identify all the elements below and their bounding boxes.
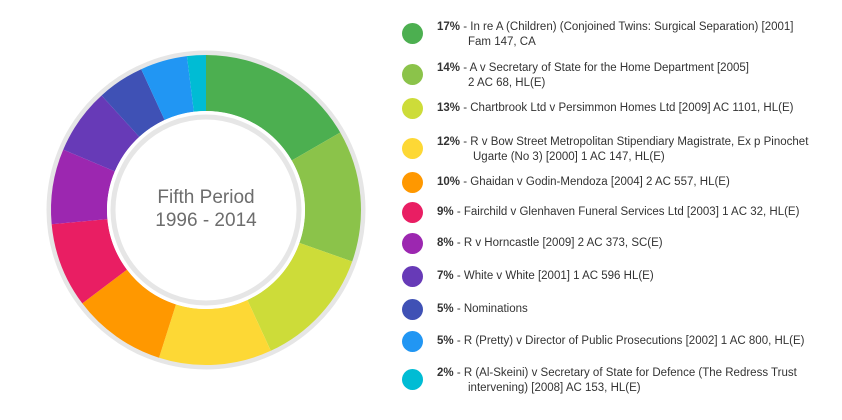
donut-chart: Fifth Period 1996 - 2014 — [46, 50, 366, 370]
legend-item: 5% - Nominations — [402, 299, 842, 320]
legend-citation: 2 AC 68, HL(E) — [468, 77, 546, 89]
donut-slice — [82, 269, 176, 358]
legend-item: 9% - Fairchild v Glenhaven Funeral Servi… — [402, 202, 842, 223]
legend-case-name: - Nominations — [453, 303, 528, 315]
donut-slice — [291, 132, 361, 262]
legend-case-name: - In re A (Children) (Conjoined Twins: S… — [460, 21, 794, 33]
legend-label: 2% - R (Al-Skeini) v Secretary of State … — [437, 366, 842, 381]
donut-slice — [247, 242, 353, 351]
legend-swatch — [402, 331, 423, 352]
legend-case-name: - Chartbrook Ltd v Persimmon Homes Ltd [… — [460, 102, 794, 114]
legend-item: 12% - R v Bow Street Metropolitan Stipen… — [402, 135, 842, 165]
legend-swatch — [402, 98, 423, 119]
donut-slice — [51, 219, 127, 304]
legend-case-name: - White v White [2001] 1 AC 596 HL(E) — [453, 270, 654, 282]
donut-slice — [206, 55, 341, 161]
legend-label: 9% - Fairchild v Glenhaven Funeral Servi… — [437, 205, 842, 220]
legend-case-name: - Fairchild v Glenhaven Funeral Services… — [453, 206, 800, 218]
inner-ring — [110, 114, 302, 306]
legend-item: 13% - Chartbrook Ltd v Persimmon Homes L… — [402, 98, 842, 119]
donut-slice — [186, 55, 206, 112]
legend-item: 7% - White v White [2001] 1 AC 596 HL(E) — [402, 266, 842, 287]
donut-slice — [101, 69, 165, 137]
outer-ring — [46, 50, 366, 370]
legend-item: 2% - R (Al-Skeini) v Secretary of State … — [402, 366, 842, 396]
donut-slice — [159, 299, 271, 365]
legend-percent: 17% — [437, 21, 461, 33]
legend-case-name: - A v Secretary of State for the Home De… — [460, 62, 749, 74]
legend-citation: intervening) [2008] AC 153, HL(E) — [468, 382, 641, 394]
center-title: Fifth Period — [157, 187, 254, 208]
legend-label: 8% - R v Horncastle [2009] 2 AC 373, SC(… — [437, 236, 842, 251]
legend-item: 10% - Ghaidan v Godin-Mendoza [2004] 2 A… — [402, 172, 842, 193]
donut-slices — [50, 55, 361, 365]
legend-percent: 5% — [437, 303, 454, 315]
legend-percent: 2% — [437, 367, 454, 379]
legend-case-name: - R (Pretty) v Director of Public Prosec… — [453, 335, 805, 347]
donut-slice — [141, 56, 194, 121]
donut-slice — [63, 95, 140, 172]
legend-label: 13% - Chartbrook Ltd v Persimmon Homes L… — [437, 101, 842, 116]
legend-label: 7% - White v White [2001] 1 AC 596 HL(E) — [437, 269, 842, 284]
legend-percent: 9% — [437, 206, 454, 218]
legend-swatch — [402, 64, 423, 85]
legend-swatch — [402, 23, 423, 44]
legend-label: 14% - A v Secretary of State for the Hom… — [437, 61, 842, 76]
legend-item: 14% - A v Secretary of State for the Hom… — [402, 61, 842, 91]
legend-percent: 8% — [437, 237, 454, 249]
legend-citation: Ugarte (No 3) [2000] 1 AC 147, HL(E) — [473, 151, 665, 163]
legend-percent: 10% — [437, 176, 461, 188]
legend-swatch — [402, 138, 423, 159]
legend-case-name: - R (Al-Skeini) v Secretary of State for… — [453, 367, 797, 379]
legend-swatch — [402, 202, 423, 223]
legend-percent: 14% — [437, 62, 461, 74]
legend-item: 17% - In re A (Children) (Conjoined Twin… — [402, 20, 842, 50]
legend-swatch — [402, 299, 423, 320]
legend-label: 5% - R (Pretty) v Director of Public Pro… — [437, 334, 842, 349]
legend-item: 5% - R (Pretty) v Director of Public Pro… — [402, 331, 842, 352]
legend-swatch — [402, 369, 423, 390]
legend-label: 5% - Nominations — [437, 302, 842, 317]
legend-case-name: - Ghaidan v Godin-Mendoza [2004] 2 AC 55… — [460, 176, 730, 188]
donut-slice — [50, 149, 115, 225]
legend-label: 10% - Ghaidan v Godin-Mendoza [2004] 2 A… — [437, 175, 842, 190]
center-subtitle: 1996 - 2014 — [155, 210, 257, 231]
legend-percent: 7% — [437, 270, 454, 282]
legend-case-name: - R v Horncastle [2009] 2 AC 373, SC(E) — [453, 237, 663, 249]
legend-swatch — [402, 172, 423, 193]
legend-percent: 5% — [437, 335, 454, 347]
legend-swatch — [402, 266, 423, 287]
legend-citation: Fam 147, CA — [468, 36, 536, 48]
legend-percent: 13% — [437, 102, 461, 114]
legend-case-name: - R v Bow Street Metropolitan Stipendiar… — [460, 136, 809, 148]
legend-item: 8% - R v Horncastle [2009] 2 AC 373, SC(… — [402, 233, 842, 254]
legend-percent: 12% — [437, 136, 461, 148]
legend-label: 17% - In re A (Children) (Conjoined Twin… — [437, 20, 842, 35]
legend-label: 12% - R v Bow Street Metropolitan Stipen… — [437, 135, 842, 150]
legend-swatch — [402, 233, 423, 254]
inner-hole — [107, 111, 305, 309]
